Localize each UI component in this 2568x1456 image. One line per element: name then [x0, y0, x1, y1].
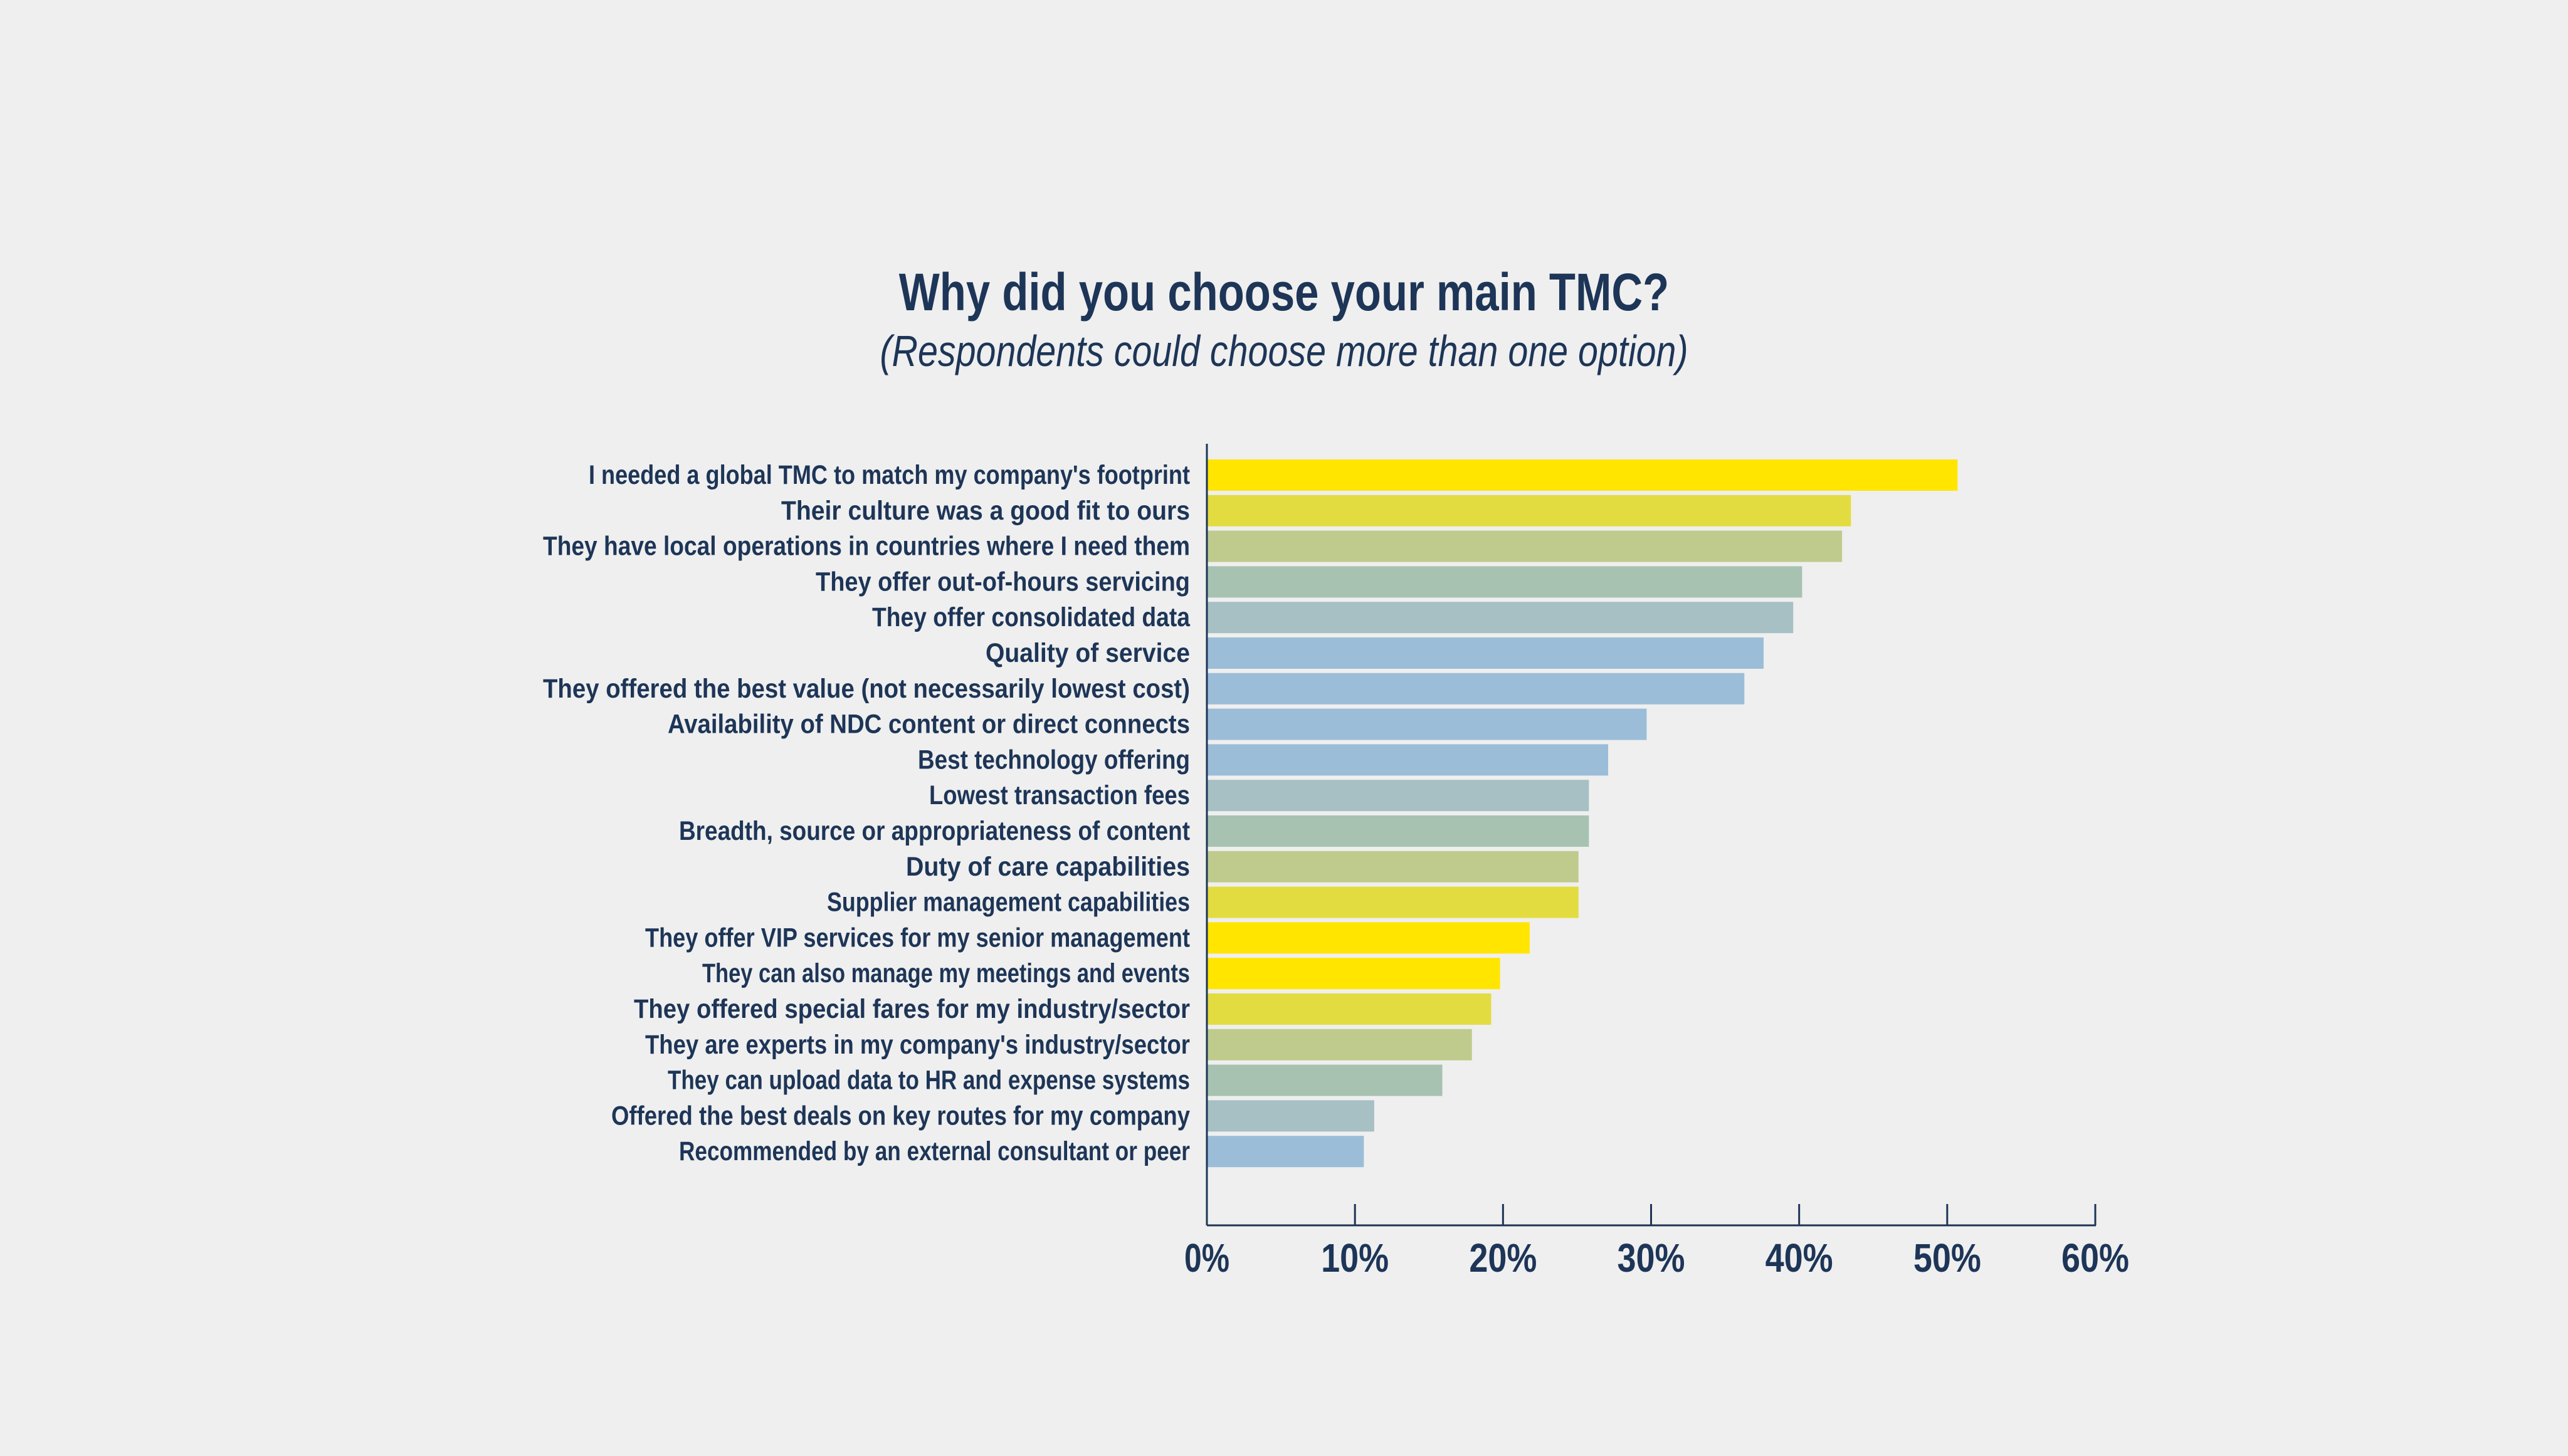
bar — [1207, 566, 1802, 598]
bar — [1207, 1064, 1443, 1096]
x-tick-label: 50% — [1913, 1235, 1981, 1281]
category-label: Supplier management capabilities — [827, 888, 1190, 918]
category-label: Lowest transaction fees — [929, 780, 1190, 810]
category-label: They have local operations in countries … — [543, 532, 1190, 562]
x-tick-label: 30% — [1618, 1235, 1685, 1281]
x-tick-label: 20% — [1469, 1235, 1537, 1281]
chart-subtitle: (Respondents could choose more than one … — [880, 327, 1688, 375]
bar — [1207, 851, 1579, 883]
category-label: I needed a global TMC to match my compan… — [589, 460, 1190, 490]
x-tick-label: 60% — [2061, 1235, 2129, 1281]
category-label: They offer consolidated data — [872, 602, 1191, 632]
bar — [1207, 993, 1492, 1025]
x-tick-label: 40% — [1766, 1235, 1833, 1281]
category-label: They offer out-of-hours servicing — [816, 567, 1190, 597]
bar — [1207, 1100, 1374, 1132]
category-label: Duty of care capabilities — [906, 852, 1190, 882]
bar — [1207, 673, 1745, 704]
chart-title: Why did you choose your main TMC? — [898, 263, 1670, 322]
category-label: Availability of NDC content or direct co… — [668, 710, 1190, 740]
category-label: They are experts in my company's industr… — [645, 1030, 1190, 1060]
category-label: Recommended by an external consultant or… — [679, 1136, 1190, 1166]
category-label: Offered the best deals on key routes for… — [611, 1101, 1190, 1131]
category-label: Breadth, source or appropriateness of co… — [679, 816, 1190, 846]
category-label: They offer VIP services for my senior ma… — [645, 923, 1190, 953]
bar — [1207, 886, 1579, 918]
bar — [1207, 1029, 1472, 1061]
bar — [1207, 530, 1843, 562]
bar — [1207, 922, 1530, 954]
bar — [1207, 780, 1589, 812]
x-tick-label: 0% — [1184, 1235, 1229, 1281]
x-tick-label: 10% — [1321, 1235, 1389, 1281]
category-label: Their culture was a good fit to ours — [781, 496, 1190, 526]
category-label: Quality of service — [986, 638, 1190, 668]
bar — [1207, 1136, 1364, 1168]
category-label: They offered the best value (not necessa… — [543, 674, 1190, 704]
bar — [1207, 602, 1794, 634]
bar — [1207, 815, 1589, 847]
category-label: They can upload data to HR and expense s… — [668, 1066, 1190, 1096]
bar — [1207, 637, 1764, 669]
bar — [1207, 708, 1647, 740]
bar — [1207, 958, 1500, 990]
bar — [1207, 495, 1851, 526]
category-label: They can also manage my meetings and eve… — [702, 958, 1190, 988]
category-label: Best technology offering — [918, 745, 1190, 775]
bar — [1207, 459, 1958, 491]
bar — [1207, 744, 1609, 776]
category-label: They offered special fares for my indust… — [634, 994, 1190, 1024]
